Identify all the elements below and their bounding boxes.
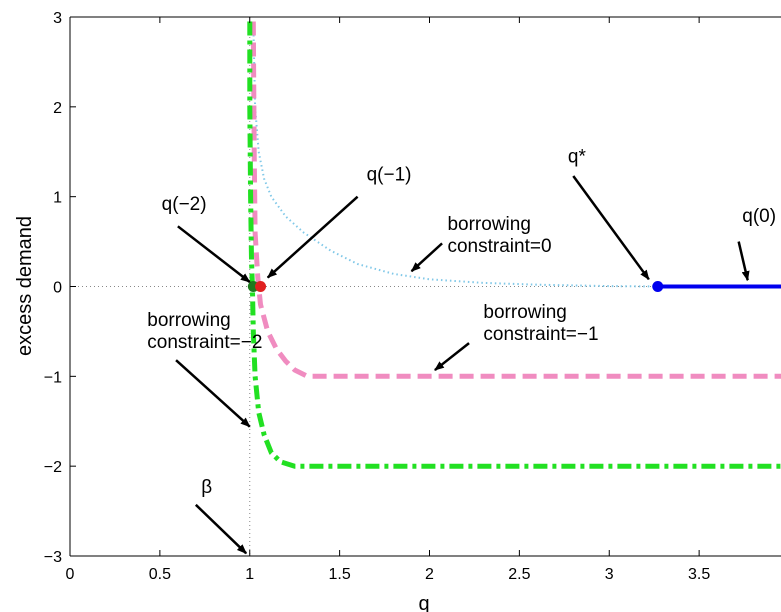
annotation-text: β	[201, 477, 212, 498]
annotation-arrow	[572, 175, 650, 281]
annotation-text: borrowing	[447, 214, 530, 235]
annotation-text: q(−1)	[367, 164, 412, 185]
annotation-text: borrowing	[147, 310, 230, 331]
annotation-arrow	[177, 225, 251, 283]
x-tick-label: 2.5	[508, 566, 530, 583]
annotation-ann_q_minus1: q(−1)	[266, 164, 412, 279]
annotation-text: q(−2)	[162, 194, 207, 215]
annotation-arrow	[175, 359, 251, 428]
y-tick-label: −2	[44, 459, 62, 476]
annotation-text: borrowing	[483, 302, 566, 323]
x-tick-label: 0.5	[149, 566, 171, 583]
marker-q_minus1	[255, 281, 267, 292]
x-tick-label: 1	[245, 566, 254, 583]
annotation-arrow	[434, 342, 470, 372]
x-tick-label: 2	[425, 566, 434, 583]
x-tick-label: 0	[66, 566, 75, 583]
y-tick-label: 1	[53, 190, 62, 207]
annotation-ann_q_star: q*	[568, 147, 650, 281]
annotation-text: constraint=−2	[147, 332, 262, 353]
series-line-bc_minus1	[250, 21, 781, 379]
annotation-ann_q0: q(0)	[737, 206, 776, 282]
annotation-arrow	[410, 242, 443, 273]
annotation-text: constraint=0	[447, 236, 551, 257]
x-tick-label: 3.5	[688, 566, 710, 583]
x-axis-label: q	[418, 593, 429, 612]
annotation-arrow	[266, 195, 359, 279]
series-line-bc_minus2	[247, 21, 781, 469]
annotation-ann_q_minus2: q(−2)	[162, 194, 251, 283]
x-tick-label: 3	[605, 566, 614, 583]
series-line-bc0	[252, 21, 658, 288]
y-tick-label: −1	[44, 369, 62, 386]
y-tick-label: 3	[53, 10, 62, 27]
y-axis-label: excess demand	[14, 216, 36, 356]
y-tick-label: 2	[53, 100, 62, 117]
marker-q_star	[652, 281, 664, 292]
annotation-arrow	[737, 241, 750, 282]
annotation-text: constraint=−1	[483, 324, 598, 345]
y-tick-label: 0	[53, 280, 62, 297]
x-tick-label: 1.5	[329, 566, 351, 583]
annotation-text: q*	[568, 147, 587, 168]
annotation-arrow	[194, 503, 248, 555]
annotation-text: q(0)	[742, 206, 776, 227]
y-tick-label: −3	[44, 549, 62, 566]
annotation-ann_beta: β	[194, 477, 248, 555]
